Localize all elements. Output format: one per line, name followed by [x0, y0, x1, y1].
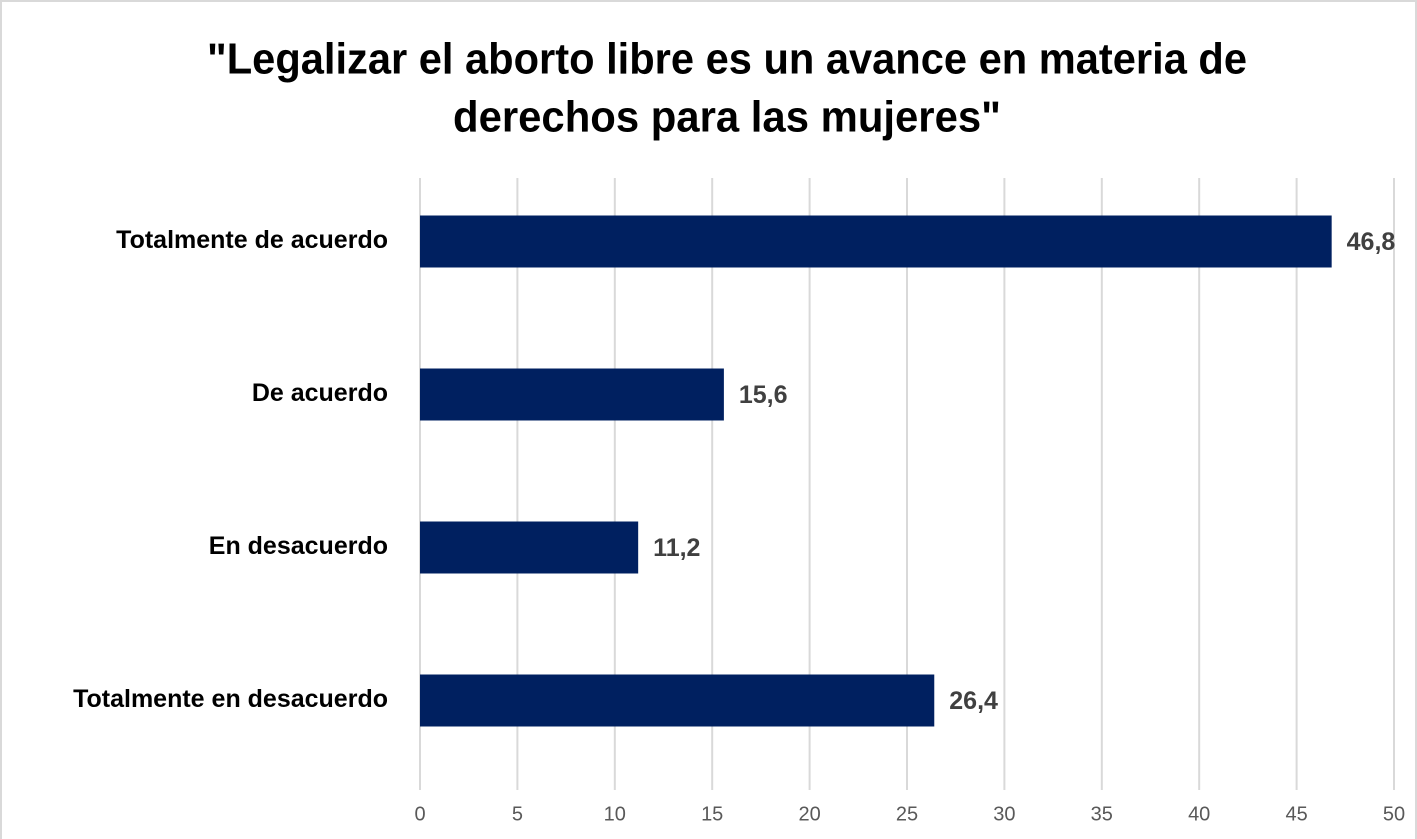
x-tick-label: 20 [798, 803, 820, 825]
bar [420, 521, 639, 574]
x-tick-label: 15 [701, 803, 723, 825]
data-label: 46,8 [1347, 228, 1396, 256]
x-tick-label: 25 [896, 803, 918, 825]
bar [420, 368, 724, 421]
chart-title: derechos para las mujeres" [453, 93, 1001, 142]
data-label: 15,6 [739, 381, 788, 409]
y-tick-label: De acuerdo [252, 379, 388, 407]
x-tick-label: 30 [993, 803, 1015, 825]
data-label: 26,4 [949, 687, 998, 715]
x-tick-label: 45 [1285, 803, 1307, 825]
y-tick-label: Totalmente de acuerdo [116, 226, 388, 254]
y-tick-label: Totalmente en desacuerdo [73, 685, 388, 713]
x-tick-label: 5 [512, 803, 523, 825]
y-tick-label: En desacuerdo [209, 532, 388, 560]
x-tick-label: 50 [1383, 803, 1405, 825]
x-tick-label: 35 [1091, 803, 1113, 825]
x-tick-label: 40 [1188, 803, 1210, 825]
data-label: 11,2 [653, 534, 700, 562]
chart-title: "Legalizar el aborto libre es un avance … [207, 35, 1247, 84]
x-tick-label: 10 [604, 803, 626, 825]
bar [420, 215, 1332, 268]
bar [420, 674, 935, 727]
x-tick-label: 0 [414, 803, 425, 825]
